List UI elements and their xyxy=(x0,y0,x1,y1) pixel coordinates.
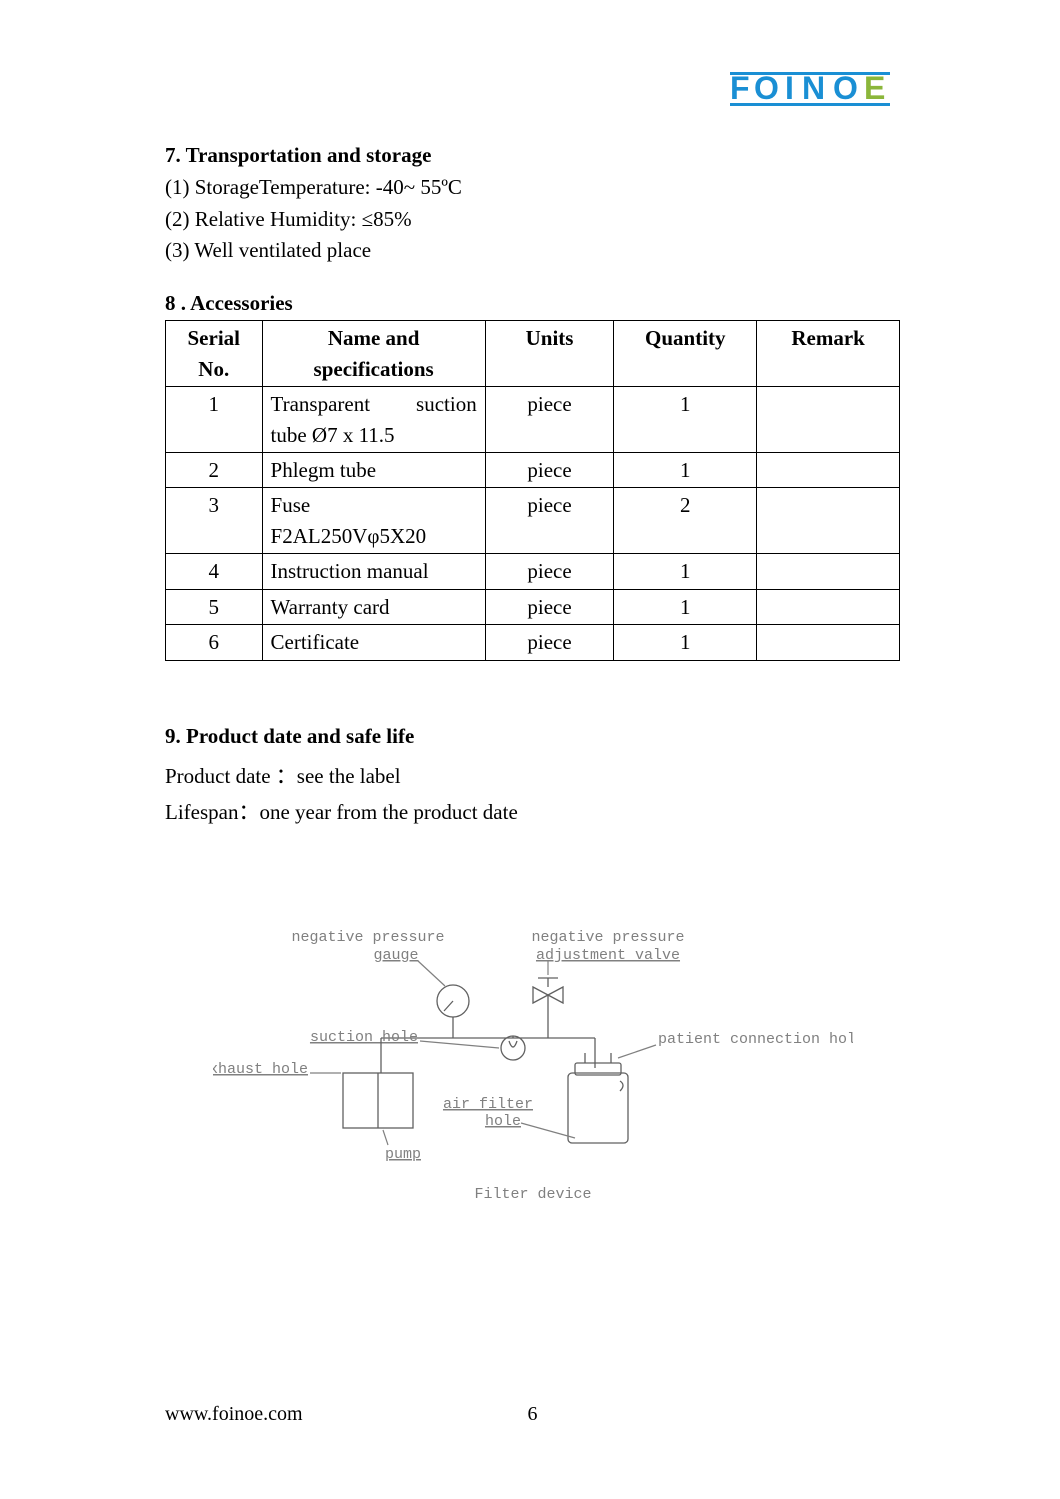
label-neg-pressure-valve: negative pressure xyxy=(531,929,684,946)
cell-qty: 1 xyxy=(614,554,757,589)
cell-serial: 2 xyxy=(166,452,263,487)
table-row: 2Phlegm tubepiece1 xyxy=(166,452,900,487)
section-7-list: (1) StorageTemperature: -40~ 55ºC (2) Re… xyxy=(165,172,900,265)
footer-page-number: 6 xyxy=(528,1400,538,1429)
brand-logo: F O I N O E xyxy=(730,72,925,106)
logo-letter-o2: O xyxy=(833,72,858,106)
cell-name: FuseF2AL250Vφ5X20 xyxy=(262,488,485,554)
label-neg-pressure-gauge: negative pressure xyxy=(291,929,444,946)
col-remark: Remark xyxy=(757,321,900,387)
logo-letter-o1: O xyxy=(754,72,779,106)
col-name: Name and specifications xyxy=(262,321,485,387)
cell-remark xyxy=(757,589,900,624)
valve-icon xyxy=(533,961,563,1038)
section-7-item: (1) StorageTemperature: -40~ 55ºC xyxy=(165,172,900,202)
cell-remark xyxy=(757,554,900,589)
table-row: 3FuseF2AL250Vφ5X20piece2 xyxy=(166,488,900,554)
accessories-tbody: 1Transparent suctiontube Ø7 x 11.5piece1… xyxy=(166,387,900,661)
cell-name: Transparent suctiontube Ø7 x 11.5 xyxy=(262,387,485,453)
table-row: 5Warranty cardpiece1 xyxy=(166,589,900,624)
label-air-filter2: hole xyxy=(484,1113,520,1130)
cell-qty: 2 xyxy=(614,488,757,554)
cell-remark xyxy=(757,452,900,487)
label-patient-connection: patient connection hole xyxy=(658,1031,853,1048)
table-header-row: Serial No. Name and specifications Units… xyxy=(166,321,900,387)
footer: www.foinoe.com 6 xyxy=(165,1400,900,1429)
suction-junction-icon xyxy=(501,1036,525,1060)
label-suction-hole: suction hole xyxy=(309,1029,417,1046)
col-units: Units xyxy=(485,321,614,387)
page: F O I N O E 7. Transportation and storag… xyxy=(0,0,1060,1499)
cell-qty: 1 xyxy=(614,387,757,453)
label-neg-pressure-gauge2: gauge xyxy=(373,947,418,964)
col-serial: Serial No. xyxy=(166,321,263,387)
table-row: 4Instruction manualpiece1 xyxy=(166,554,900,589)
section-7-title: 7. Transportation and storage xyxy=(165,140,900,170)
cell-serial: 6 xyxy=(166,625,263,660)
label-pump: pump xyxy=(384,1146,420,1163)
logo-letter-i: I xyxy=(785,72,794,106)
cell-serial: 1 xyxy=(166,387,263,453)
cell-qty: 1 xyxy=(614,452,757,487)
cell-qty: 1 xyxy=(614,589,757,624)
section-7-item: (3) Well ventilated place xyxy=(165,235,900,265)
cell-serial: 4 xyxy=(166,554,263,589)
diagram-caption: Filter device xyxy=(474,1186,591,1203)
cell-units: piece xyxy=(485,554,614,589)
section-7-item: (2) Relative Humidity: ≤85% xyxy=(165,204,900,234)
cell-remark xyxy=(757,387,900,453)
label-neg-pressure-valve2: adjustment valve xyxy=(535,947,679,964)
cell-name: Warranty card xyxy=(262,589,485,624)
cell-name: Certificate xyxy=(262,625,485,660)
cell-units: piece xyxy=(485,488,614,554)
cell-units: piece xyxy=(485,452,614,487)
cell-units: piece xyxy=(485,589,614,624)
pump-icon xyxy=(343,1073,413,1128)
cell-serial: 3 xyxy=(166,488,263,554)
cell-units: piece xyxy=(485,387,614,453)
logo-letter-e: E xyxy=(864,72,885,106)
cell-serial: 5 xyxy=(166,589,263,624)
cell-qty: 1 xyxy=(614,625,757,660)
col-qty: Quantity xyxy=(614,321,757,387)
section-8-title: 8 . Accessories xyxy=(165,288,900,318)
label-air-filter: air filter xyxy=(442,1096,532,1113)
cell-remark xyxy=(757,488,900,554)
section-9-line: Lifespan：one year from the product date xyxy=(165,797,900,827)
logo-letter-n: N xyxy=(802,72,825,106)
accessories-table: Serial No. Name and specifications Units… xyxy=(165,320,900,660)
label-exhaust-hole: exhaust hole xyxy=(213,1061,308,1078)
table-row: 6Certificatepiece1 xyxy=(166,625,900,660)
cell-name: Phlegm tube xyxy=(262,452,485,487)
diagram: negative pressure gauge negative pressur… xyxy=(165,923,900,1223)
cell-name: Instruction manual xyxy=(262,554,485,589)
footer-url: www.foinoe.com xyxy=(165,1403,303,1425)
section-9-title: 9. Product date and safe life xyxy=(165,721,900,751)
table-row: 1Transparent suctiontube Ø7 x 11.5piece1 xyxy=(166,387,900,453)
cell-units: piece xyxy=(485,625,614,660)
logo-letter-f: F xyxy=(730,72,750,106)
cell-remark xyxy=(757,625,900,660)
section-9-line: Product date ：see the label xyxy=(165,761,900,791)
bottle-icon xyxy=(568,1053,628,1143)
